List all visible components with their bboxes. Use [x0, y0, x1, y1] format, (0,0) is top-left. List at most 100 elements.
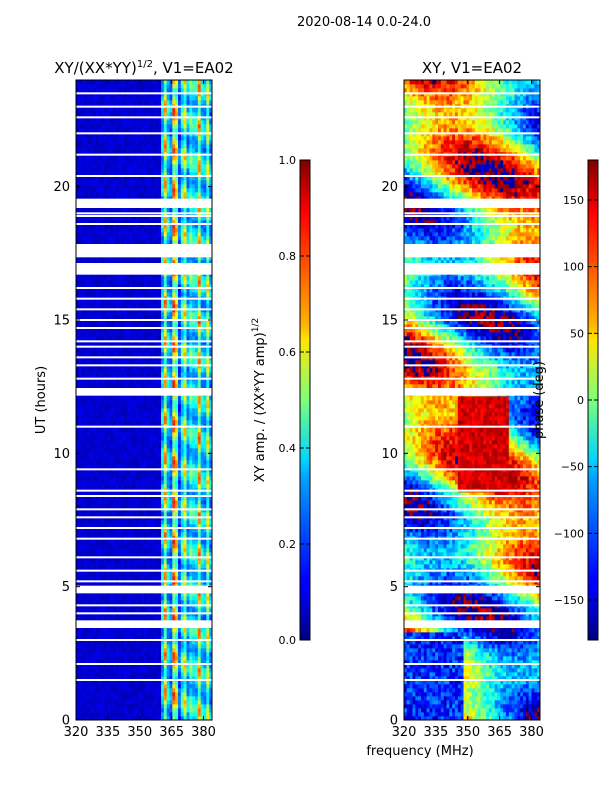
heatmap-cell [138, 668, 142, 673]
heatmap-cell [135, 352, 139, 357]
heatmap-cell [195, 512, 199, 517]
heatmap-cell [112, 628, 117, 633]
heatmap-cell [141, 348, 145, 353]
heatmap-cell [90, 412, 94, 417]
heatmap-cell [81, 420, 85, 425]
heatmap-cell [206, 484, 210, 489]
heatmap-cell [146, 452, 151, 457]
heatmap-cell [112, 484, 117, 489]
heatmap-cell [93, 592, 97, 597]
heatmap-cell [95, 336, 100, 341]
heatmap-cell [90, 432, 94, 437]
heatmap-cell [112, 532, 117, 537]
heatmap-cell [129, 396, 134, 401]
heatmap-cell [115, 600, 119, 605]
heatmap-cell [175, 444, 179, 449]
heatmap-cell [200, 648, 204, 653]
heatmap-cell [155, 544, 159, 549]
heatmap-cell [90, 660, 94, 665]
heatmap-cell [175, 500, 179, 505]
heatmap-cell [98, 548, 102, 553]
heatmap-cell [121, 504, 125, 509]
heatmap-cell [144, 696, 148, 701]
heatmap-cell [93, 480, 97, 485]
heatmap-cell [90, 328, 94, 333]
heatmap-cell [76, 372, 80, 377]
heatmap-cell [197, 352, 202, 357]
heatmap-cell [81, 672, 85, 677]
heatmap-cell [76, 684, 80, 689]
heatmap-cell [112, 632, 117, 637]
heatmap-cell [161, 672, 165, 677]
heatmap-cell [101, 484, 105, 489]
heatmap-cell [127, 316, 131, 321]
heatmap-cell [95, 400, 100, 405]
heatmap-cell [84, 692, 88, 697]
heatmap-cell [206, 716, 210, 721]
heatmap-cell [121, 404, 125, 409]
heatmap-cell [203, 660, 207, 665]
heatmap-cell [104, 460, 108, 465]
heatmap-cell [115, 524, 119, 529]
heatmap-cell [186, 640, 190, 645]
heatmap-cell [172, 396, 176, 401]
heatmap-cell [149, 436, 153, 441]
heatmap-cell [197, 304, 202, 309]
heatmap-cell [104, 444, 108, 449]
heatmap-cell [183, 616, 187, 621]
heatmap-cell [175, 352, 179, 357]
heatmap-cell [112, 412, 117, 417]
heatmap-cell [149, 320, 153, 325]
heatmap-cell [192, 704, 196, 709]
heatmap-cell [178, 704, 182, 709]
heatmap-cell [81, 616, 85, 621]
heatmap-cell [183, 708, 187, 713]
heatmap-cell [152, 352, 156, 357]
heatmap-cell [183, 460, 187, 465]
heatmap-cell [175, 540, 179, 545]
heatmap-cell [149, 312, 153, 317]
heatmap-cell [124, 572, 128, 577]
heatmap-cell [84, 504, 88, 509]
heatmap-cell [149, 616, 153, 621]
heatmap-cell [161, 504, 165, 509]
heatmap-cell [172, 716, 176, 721]
heatmap-cell [132, 384, 136, 389]
heatmap-cell [129, 492, 134, 497]
heatmap-cell [186, 480, 190, 485]
heatmap-cell [124, 456, 128, 461]
heatmap-cell [110, 452, 114, 457]
heatmap-cell [110, 608, 114, 613]
heatmap-cell [146, 628, 151, 633]
heatmap-cell [87, 416, 91, 421]
heatmap-cell [169, 540, 173, 545]
heatmap-cell [166, 716, 170, 721]
heatmap-cell [98, 616, 102, 621]
heatmap-cell [189, 484, 193, 489]
heatmap-cell [158, 664, 162, 669]
heatmap-cell [101, 672, 105, 677]
heatmap-cell [206, 380, 210, 385]
heatmap-cell [169, 352, 173, 357]
heatmap-cell [81, 380, 85, 385]
heatmap-cell [189, 500, 193, 505]
heatmap-cell [110, 544, 114, 549]
heatmap-cell [84, 416, 88, 421]
heatmap-cell [161, 592, 165, 597]
heatmap-cell [169, 716, 173, 721]
left-title-main: XY/(XX*YY) [54, 59, 137, 77]
heatmap-cell [112, 492, 117, 497]
heatmap-cell [195, 324, 199, 329]
heatmap-cell [195, 384, 199, 389]
heatmap-cell [183, 688, 187, 693]
heatmap-cell [203, 600, 207, 605]
heatmap-cell [146, 544, 151, 549]
heatmap-cell [183, 696, 187, 701]
heatmap-cell [135, 436, 139, 441]
heatmap-cell [178, 680, 182, 685]
heatmap-cell [132, 360, 136, 365]
heatmap-cell [186, 652, 190, 657]
heatmap-cell [178, 708, 182, 713]
heatmap-cell [138, 504, 142, 509]
heatmap-cell [110, 648, 114, 653]
